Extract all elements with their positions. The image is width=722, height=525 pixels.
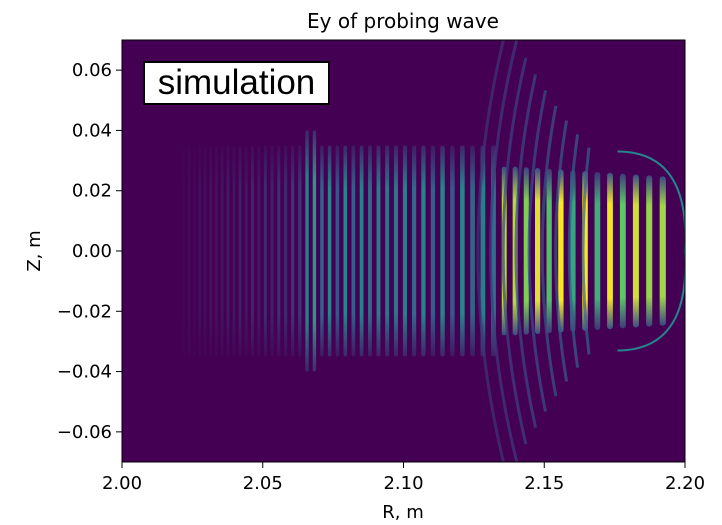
wavefront-arc: [501, 57, 528, 445]
field-fringe: [351, 145, 356, 357]
field-fringe: [182, 145, 186, 357]
field-fringe: [523, 167, 529, 335]
wavefront-arc: [514, 74, 537, 428]
field-fringe: [546, 168, 552, 334]
field-fringe: [251, 145, 254, 357]
field-fringe: [238, 145, 242, 357]
field-fringe: [232, 145, 236, 357]
wavefront-arc: [527, 90, 547, 412]
field-fringe: [440, 145, 445, 357]
field-fringe: [376, 145, 381, 357]
field-fringe: [359, 145, 364, 357]
y-axis-label: Z, m: [24, 230, 45, 271]
field-fringe: [607, 172, 613, 330]
field-fringe: [263, 145, 267, 357]
focus-cap: [617, 150, 685, 352]
field-fringe: [535, 168, 541, 334]
y-axis: 0.06 0.04 0.02 0.00 −0.02 −0.04 −0.06: [57, 60, 122, 443]
wavefront-arc: [476, 40, 505, 462]
field-fringe: [659, 176, 666, 326]
plot-area: [121, 39, 686, 463]
field-fringe: [327, 145, 332, 357]
x-tick-label: 2.10: [383, 473, 423, 494]
field-fringe: [277, 145, 281, 357]
simulation-label-box: simulation: [143, 61, 330, 105]
field-fringe: [430, 145, 436, 357]
wavefront-arc: [540, 105, 558, 397]
x-axis-label: R, m: [382, 502, 423, 523]
field-fringe: [421, 145, 426, 357]
field-fringe: [187, 145, 191, 357]
field-fringe: [558, 169, 564, 333]
field-fringe: [215, 145, 218, 357]
field-fringe: [646, 175, 653, 327]
y-tick-label: 0.00: [72, 241, 112, 262]
y-tick-label: −0.06: [57, 422, 112, 443]
wavefront-arc: [567, 134, 580, 368]
y-tick-label: −0.02: [57, 301, 112, 322]
field-fringe: [226, 145, 230, 357]
x-tick-label: 2.05: [243, 473, 283, 494]
field-fringe: [402, 145, 408, 357]
field-fringe: [632, 174, 639, 328]
field-fringe: [193, 145, 196, 357]
field-fringe: [594, 171, 601, 331]
field-fringe: [284, 145, 288, 357]
field-fringe: [203, 145, 207, 357]
field-fringe: [368, 145, 372, 357]
field-fringe: [335, 145, 340, 357]
wavefront-arc: [489, 40, 519, 462]
field-fringe: [270, 145, 274, 357]
field-fringe: [257, 145, 261, 357]
simulation-label: simulation: [157, 62, 316, 102]
x-tick-label: 2.00: [102, 473, 142, 494]
field-fringe: [385, 145, 390, 357]
y-tick-label: 0.02: [72, 181, 112, 202]
field-fringe: [460, 145, 465, 357]
field-fringe: [470, 145, 475, 357]
field-fringe: [412, 145, 417, 357]
field-fringe: [198, 145, 201, 357]
field-layer: [182, 40, 685, 462]
y-tick-label: 0.04: [72, 120, 112, 141]
field-fringe: [305, 130, 309, 372]
field-fringe: [220, 145, 224, 357]
field-fringe: [298, 145, 302, 357]
field-fringe: [480, 145, 486, 357]
field-fringe: [244, 145, 248, 357]
field-fringe: [619, 173, 626, 329]
field-fringe: [291, 145, 295, 357]
wavefront-arc: [581, 147, 591, 355]
field-fringe: [320, 145, 324, 357]
field-fringe: [450, 145, 455, 357]
wavefront-arc: [554, 120, 569, 382]
field-fringe: [393, 145, 399, 357]
field-fringe: [343, 145, 348, 357]
y-tick-label: −0.04: [57, 362, 112, 383]
x-axis: 2.00 2.05 2.10 2.15 2.20: [102, 462, 705, 494]
field-fringe: [312, 130, 317, 372]
chart-title: Ey of probing wave: [307, 9, 499, 33]
x-tick-label: 2.15: [524, 473, 564, 494]
x-tick-label: 2.20: [665, 473, 705, 494]
field-fringe: [209, 145, 212, 357]
y-tick-label: 0.06: [72, 60, 112, 81]
